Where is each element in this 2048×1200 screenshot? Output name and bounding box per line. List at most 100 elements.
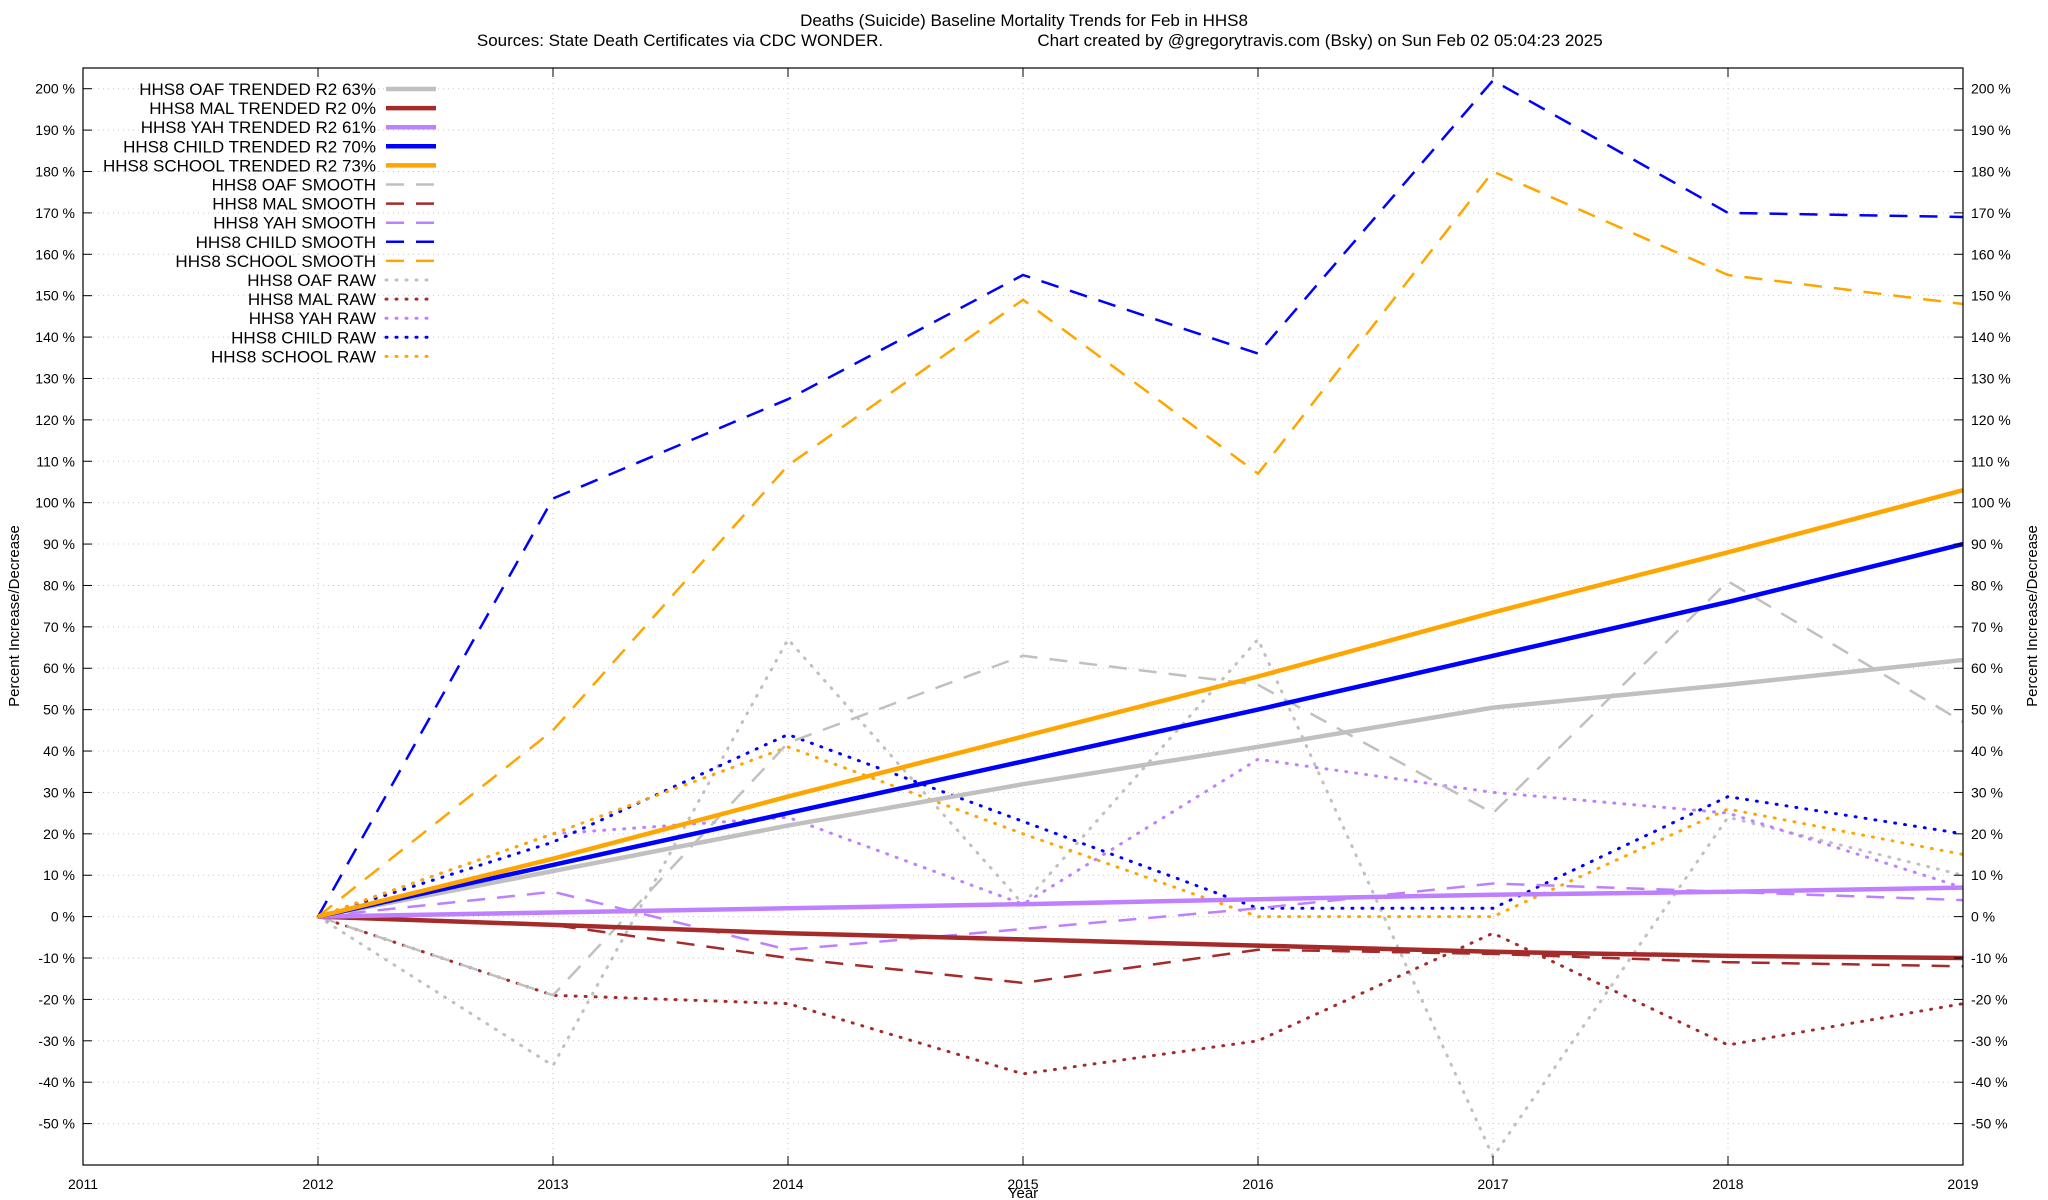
legend-label: HHS8 MAL TRENDED R2 0%: [149, 99, 376, 118]
y-tick-label-left: -50 %: [38, 1116, 75, 1132]
y-tick-label-right: 40 %: [1971, 743, 2003, 759]
legend-label: HHS8 CHILD TRENDED R2 70%: [123, 137, 376, 156]
legend-label: HHS8 OAF RAW: [247, 271, 376, 290]
y-tick-label-left: 80 %: [43, 577, 75, 593]
y-tick-label-right: 120 %: [1971, 412, 2011, 428]
y-tick-label-right: 30 %: [1971, 784, 2003, 800]
y-axis-title-right: Percent Increase/Decrease: [2024, 525, 2041, 707]
series-line-hhs8-mal-raw: [316, 915, 1963, 1076]
y-tick-label-right: 10 %: [1971, 867, 2003, 883]
legend-label: HHS8 SCHOOL RAW: [211, 347, 376, 366]
y-tick-label-right: 110 %: [1971, 453, 2010, 469]
y-tick-label-left: 200 %: [35, 81, 75, 97]
legend: HHS8 OAF TRENDED R2 63%HHS8 MAL TRENDED …: [103, 80, 438, 366]
y-tick-label-left: 130 %: [35, 370, 75, 386]
y-tick-label-left: 120 %: [35, 412, 75, 428]
legend-label: HHS8 CHILD RAW: [231, 328, 376, 347]
y-tick-label-right: 180 %: [1971, 163, 2011, 179]
y-tick-label-left: -10 %: [38, 950, 75, 966]
y-tick-label-left: 100 %: [35, 495, 75, 511]
y-tick-label-right: 60 %: [1971, 660, 2003, 676]
x-tick-label: 2012: [302, 1176, 333, 1192]
legend-label: HHS8 YAH TRENDED R2 61%: [141, 118, 376, 137]
y-tick-label-right: 130 %: [1971, 370, 2011, 386]
y-tick-label-left: 50 %: [43, 702, 75, 718]
series-line-hhs8-oaf-trended-r2-63: [317, 657, 1963, 919]
y-tick-label-right: 80 %: [1971, 577, 2003, 593]
y-tick-label-right: 200 %: [1971, 81, 2011, 97]
y-tick-label-left: 140 %: [35, 329, 75, 345]
y-tick-label-right: -50 %: [1971, 1116, 2008, 1132]
x-tick-label: 2019: [1947, 1176, 1978, 1192]
y-tick-label-left: 160 %: [35, 246, 75, 262]
y-tick-label-left: 90 %: [43, 536, 75, 552]
y-tick-label-left: 60 %: [43, 660, 75, 676]
y-tick-label-right: 190 %: [1971, 122, 2011, 138]
y-tick-label-right: -20 %: [1971, 991, 2008, 1007]
y-tick-label-left: -40 %: [38, 1074, 75, 1090]
series-line-hhs8-mal-trended-r2-0: [317, 914, 1963, 961]
chart-subtitle-credit: Chart created by @gregorytravis.com (Bsk…: [1037, 31, 1602, 50]
y-tick-label-right: 100 %: [1971, 495, 2011, 511]
legend-label: HHS8 YAH SMOOTH: [213, 214, 376, 233]
legend-label: HHS8 YAH RAW: [249, 309, 376, 328]
y-tick-label-right: 20 %: [1971, 826, 2003, 842]
y-tick-label-right: 170 %: [1971, 205, 2011, 221]
y-tick-label-right: 50 %: [1971, 702, 2003, 718]
series-line-hhs8-oaf-smooth: [317, 580, 1963, 997]
series-line-hhs8-school-trended-r2-73: [317, 488, 1963, 919]
legend-label: HHS8 SCHOOL SMOOTH: [175, 252, 376, 271]
y-tick-label-left: 40 %: [43, 743, 75, 759]
y-tick-label-left: -20 %: [38, 991, 75, 1007]
series-line-hhs8-oaf-raw: [316, 637, 1963, 1159]
x-tick-label: 2014: [772, 1176, 803, 1192]
x-tick-label: 2017: [1477, 1176, 1508, 1192]
legend-label: HHS8 OAF SMOOTH: [212, 176, 376, 195]
y-tick-label-right: -30 %: [1971, 1033, 2008, 1049]
y-tick-label-left: 150 %: [35, 288, 75, 304]
legend-label: HHS8 CHILD SMOOTH: [196, 233, 376, 252]
y-tick-label-right: 0 %: [1971, 909, 1995, 925]
chart-title: Deaths (Suicide) Baseline Mortality Tren…: [800, 11, 1248, 30]
y-tick-label-right: 160 %: [1971, 246, 2011, 262]
y-tick-label-left: 0 %: [51, 909, 75, 925]
x-tick-label: 2013: [537, 1176, 568, 1192]
y-tick-label-left: 190 %: [35, 122, 75, 138]
x-tick-label: 2015: [1007, 1176, 1038, 1192]
x-axis-title: Year: [1008, 1185, 1038, 1200]
y-tick-label-right: 70 %: [1971, 619, 2003, 635]
legend-label: HHS8 OAF TRENDED R2 63%: [139, 80, 376, 99]
series-lines: [316, 79, 1963, 1159]
series-line-hhs8-child-smooth: [316, 79, 1963, 918]
y-tick-label-left: 20 %: [43, 826, 75, 842]
y-tick-label-right: 150 %: [1971, 288, 2011, 304]
legend-label: HHS8 SCHOOL TRENDED R2 73%: [103, 156, 376, 175]
x-tick-label: 2018: [1712, 1176, 1743, 1192]
series-line-hhs8-child-raw: [316, 733, 1963, 919]
y-tick-label-right: 90 %: [1971, 536, 2003, 552]
legend-label: HHS8 MAL SMOOTH: [212, 195, 376, 214]
legend-label: HHS8 MAL RAW: [248, 290, 376, 309]
y-tick-label-left: 110 %: [36, 453, 75, 469]
series-line-hhs8-school-raw: [316, 745, 1963, 919]
x-tick-label: 2016: [1242, 1176, 1273, 1192]
y-tick-label-right: -10 %: [1971, 950, 2008, 966]
x-tick-label: 2011: [68, 1176, 98, 1192]
y-tick-label-right: 140 %: [1971, 329, 2011, 345]
y-tick-label-right: -40 %: [1971, 1074, 2008, 1090]
series-line-hhs8-school-smooth: [317, 170, 1963, 918]
series-line-hhs8-mal-smooth: [317, 915, 1963, 985]
y-axis-title-left: Percent Increase/Decrease: [6, 525, 23, 707]
series-line-hhs8-child-trended-r2-70: [317, 541, 1963, 919]
chart-subtitle-sources: Sources: State Death Certificates via CD…: [477, 31, 883, 50]
y-tick-label-left: 30 %: [43, 784, 75, 800]
y-tick-label-left: 70 %: [43, 619, 75, 635]
series-line-hhs8-yah-trended-r2-61: [317, 885, 1963, 919]
axis-ticks: -50 % -50 % -40 % -40 % -30 % -30 % -20 % -20 %…: [35, 68, 2011, 1192]
y-tick-label-left: 10 %: [43, 867, 75, 883]
y-tick-label-left: 170 %: [35, 205, 75, 221]
y-tick-label-left: -30 %: [38, 1033, 75, 1049]
y-tick-label-left: 180 %: [35, 163, 75, 179]
